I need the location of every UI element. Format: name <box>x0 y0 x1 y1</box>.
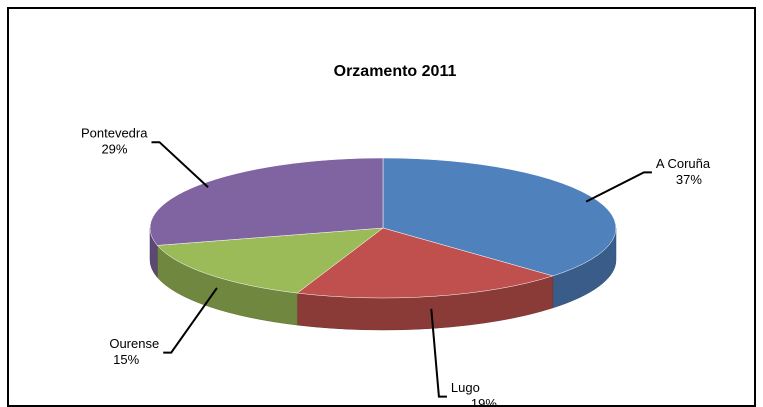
data-label-value: 29% <box>101 142 127 157</box>
data-label-name: Lugo <box>451 380 480 395</box>
chart-title: Orzamento 2011 <box>334 63 457 80</box>
data-label-name: Ourense <box>109 336 159 351</box>
leader-line <box>151 141 209 188</box>
leader-line <box>585 171 652 203</box>
slice <box>296 227 554 299</box>
slice <box>156 227 384 294</box>
data-label-value: 37% <box>676 172 702 187</box>
data-label-value: 19% <box>471 396 497 407</box>
leader-line <box>430 308 447 398</box>
slice <box>382 157 617 277</box>
data-label-name: A Coruña <box>656 156 711 171</box>
data-label-value: 15% <box>113 352 139 367</box>
leader-line <box>163 287 218 354</box>
data-label-name: Pontevedra <box>81 126 148 141</box>
slice <box>149 157 384 246</box>
